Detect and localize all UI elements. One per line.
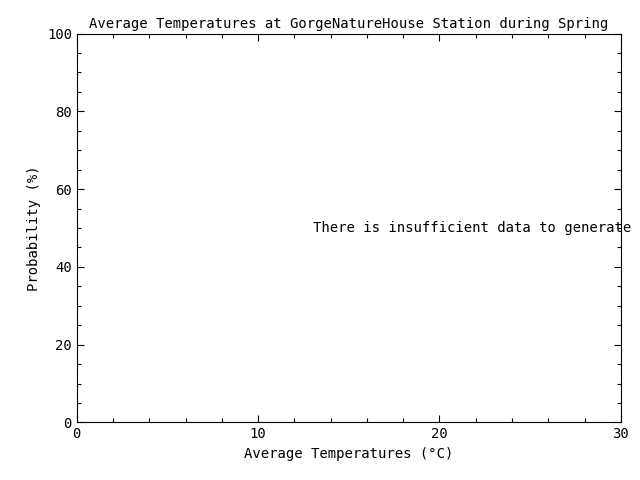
X-axis label: Average Temperatures (°C): Average Temperatures (°C) (244, 447, 454, 461)
Title: Average Temperatures at GorgeNatureHouse Station during Spring: Average Temperatures at GorgeNatureHouse… (89, 17, 609, 31)
Text: There is insufficient data to generate a curve.: There is insufficient data to generate a… (312, 221, 640, 235)
Y-axis label: Probability (%): Probability (%) (28, 165, 41, 291)
